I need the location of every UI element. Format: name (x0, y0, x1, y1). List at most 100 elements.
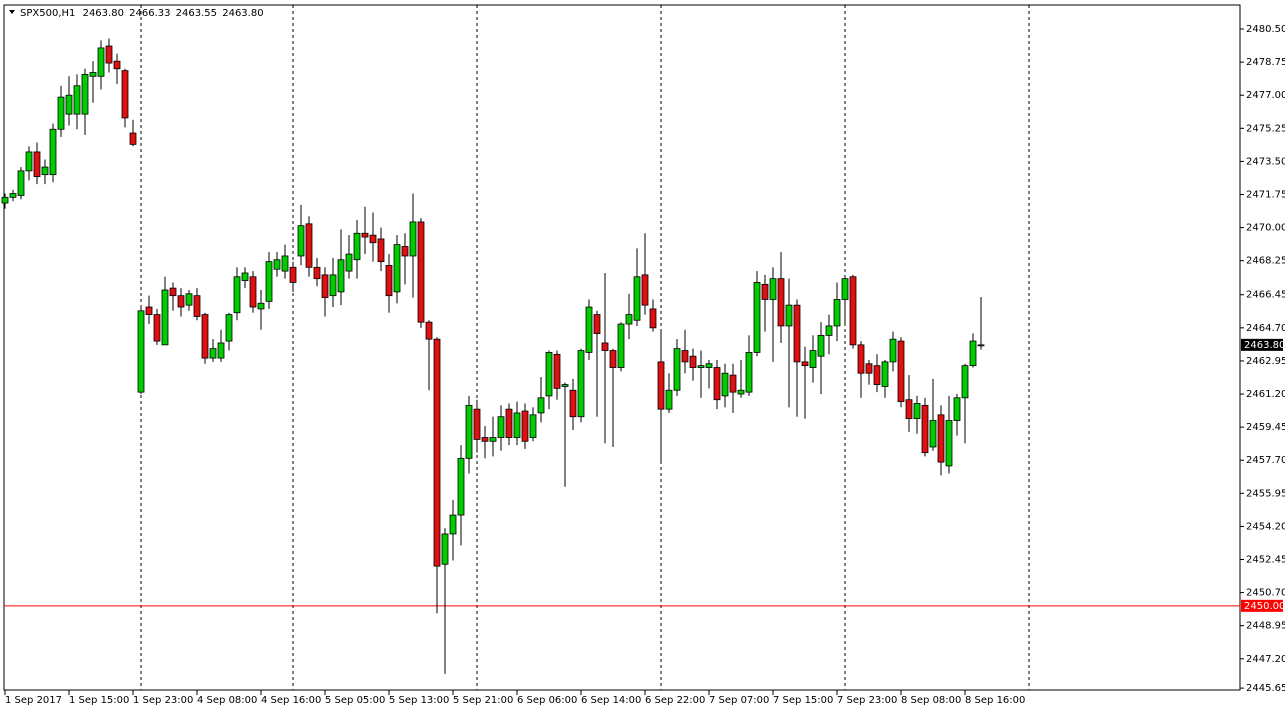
candle-body (649, 308, 657, 329)
y-tick-label: 2455.95 (1246, 488, 1285, 499)
candle-body (273, 259, 281, 270)
candle-body (737, 389, 745, 395)
candle-body (505, 408, 513, 438)
candle-body (217, 342, 225, 359)
candle-body (185, 293, 193, 306)
x-tick-label: 6 Sep 22:00 (645, 695, 705, 706)
candle-body (625, 314, 633, 325)
candle-body (937, 414, 945, 463)
y-tick-label: 2473.50 (1246, 156, 1285, 167)
candle-body (449, 514, 457, 535)
candle-body (665, 389, 673, 410)
candle-body (753, 282, 761, 353)
y-tick-label: 2450.70 (1246, 588, 1285, 599)
candle-body (729, 374, 737, 393)
price-label-box (1241, 338, 1283, 351)
candle-body (857, 344, 865, 374)
symbol: SPX500,H1 (20, 8, 75, 19)
y-tick-label: 2461.20 (1246, 389, 1285, 400)
x-tick-label: 7 Sep 23:00 (837, 695, 897, 706)
candle-body (809, 350, 817, 368)
x-tick-label: 5 Sep 05:00 (325, 695, 385, 706)
y-tick-label: 2468.25 (1246, 256, 1285, 267)
candle-body (313, 266, 321, 280)
header-value: 2466.33 (129, 8, 170, 19)
y-tick-label: 2454.20 (1246, 521, 1285, 532)
candle-body (825, 325, 833, 336)
candle-body (305, 223, 313, 268)
candle-body (401, 246, 409, 257)
candle-body (641, 274, 649, 306)
candle-body (961, 365, 969, 399)
x-tick-label: 8 Sep 08:00 (901, 695, 961, 706)
x-tick-label: 5 Sep 21:00 (453, 695, 513, 706)
candle-body (673, 348, 681, 391)
candle-body (321, 274, 329, 298)
candle-body (41, 166, 49, 176)
candle-body (705, 363, 713, 368)
candle-body (65, 94, 73, 115)
y-tick-label: 2466.45 (1246, 290, 1285, 301)
candle-body (393, 244, 401, 293)
candle-body (761, 283, 769, 300)
header-value: 2463.55 (176, 8, 217, 19)
candle-body (121, 70, 129, 119)
candle-body (537, 397, 545, 414)
candle-body (497, 416, 505, 438)
x-tick-label: 7 Sep 15:00 (773, 695, 833, 706)
candle-body (977, 344, 985, 347)
y-tick-label: 2477.00 (1246, 90, 1285, 101)
candle-body (601, 342, 609, 351)
candle-body (953, 397, 961, 421)
x-tick-label: 1 Sep 23:00 (133, 695, 193, 706)
candle-body (337, 259, 345, 293)
menu-triangle[interactable] (9, 10, 15, 14)
candle-body (689, 355, 697, 368)
candle-body (49, 128, 57, 176)
hline-label-box (1241, 599, 1283, 612)
y-tick-label: 2462.95 (1246, 356, 1285, 367)
candle-body (201, 314, 209, 359)
candle-body (81, 74, 89, 115)
candle-body (25, 151, 33, 172)
x-tick-label: 1 Sep 15:00 (69, 695, 129, 706)
candle-body (697, 365, 705, 368)
candle-body (521, 410, 529, 442)
hline-label: 2450.00 (1244, 601, 1285, 612)
header-value: 2463.80 (222, 8, 263, 19)
candle-body (9, 193, 17, 198)
y-tick-label: 2475.25 (1246, 123, 1285, 134)
candle-body (281, 255, 289, 272)
candle-body (561, 384, 569, 387)
candle-body (745, 352, 753, 393)
x-tick-label: 6 Sep 06:00 (517, 695, 577, 706)
candle-body (345, 253, 353, 272)
candle-body (17, 170, 25, 196)
candle-body (897, 340, 905, 402)
y-tick-label: 2470.00 (1246, 223, 1285, 234)
candle-body (553, 353, 561, 389)
candle-body (913, 403, 921, 420)
header-value: 2463.80 (83, 8, 124, 19)
candle-body (465, 404, 473, 459)
x-tick-label: 4 Sep 08:00 (197, 695, 257, 706)
candle-body (657, 361, 665, 410)
candle-body (489, 437, 497, 442)
x-tick-label: 5 Sep 13:00 (389, 695, 449, 706)
y-tick-label: 2457.70 (1246, 455, 1285, 466)
candle-body (833, 299, 841, 327)
candle-body (777, 278, 785, 327)
candle-body (593, 314, 601, 334)
candle-body (193, 295, 201, 317)
candle-body (585, 306, 593, 353)
candle-body (97, 47, 105, 77)
candle-body (473, 408, 481, 440)
candle-body (793, 304, 801, 363)
candle-body (529, 414, 537, 438)
candle-body (769, 278, 777, 300)
candle-body (377, 238, 385, 263)
candle-body (617, 323, 625, 368)
candle-body (929, 420, 937, 448)
candle-body (817, 334, 825, 357)
